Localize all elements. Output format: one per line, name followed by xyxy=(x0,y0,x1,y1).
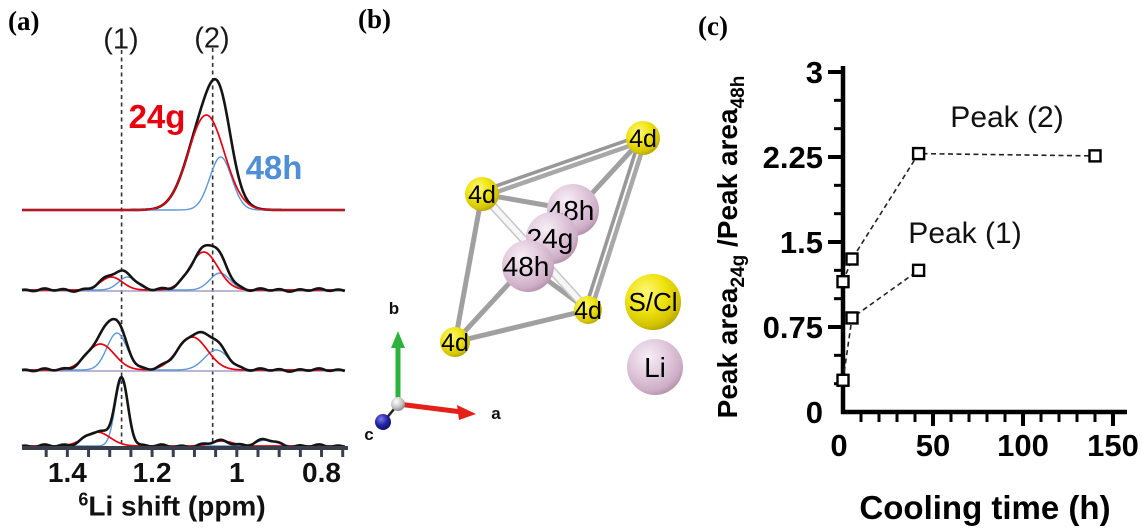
a-x-tick-label: 1 xyxy=(229,457,245,488)
a-x-axis-title-superscript: 6 xyxy=(78,489,89,510)
axis-letter-a: a xyxy=(491,404,501,423)
a-x-tick-label: 0.8 xyxy=(302,457,341,488)
site-24g-curve-trace1 xyxy=(22,251,345,291)
series-label-peak2: Peak (2) xyxy=(950,101,1064,134)
c-y-tick-label: 3 xyxy=(806,55,823,90)
a-x-tick-label: 1.4 xyxy=(48,457,87,488)
li-site-sphere-48h xyxy=(502,240,554,292)
panel-a-nmr-spectra-svg: 1.4 1.2 1 0.8 xyxy=(21,48,348,488)
a-axis-arrow xyxy=(397,401,463,415)
bond xyxy=(583,136,642,310)
c-x-tick-label: 150 xyxy=(1087,428,1139,463)
anion-4d-label: 4d xyxy=(574,297,602,325)
c-x-tick-label: 0 xyxy=(830,428,847,463)
anion-4d-sphere xyxy=(440,327,470,357)
c-y-tick-label: 2.25 xyxy=(763,140,823,175)
panel-label-a: (a) xyxy=(8,6,40,36)
c-y-title-sub-48h: 48h xyxy=(727,75,749,109)
legend-label-li: Li xyxy=(644,352,666,383)
legend-sphere-li xyxy=(627,339,683,395)
data-point-peak1 xyxy=(836,373,850,387)
anion-4d-label: 4d xyxy=(629,125,657,153)
data-point-peak2 xyxy=(845,252,859,266)
total-curve-trace1 xyxy=(21,243,346,293)
legend-sphere-s-cl xyxy=(625,274,681,330)
peak2-marker-label: (2) xyxy=(194,22,230,55)
series-label-peak1: Peak (1) xyxy=(908,217,1022,250)
c-y-title-sub-24g: 24g xyxy=(727,254,749,288)
site-24g-curve-trace0 xyxy=(22,114,345,211)
site-48h-curve-trace3 xyxy=(22,379,345,447)
data-point-peak2 xyxy=(1088,149,1102,163)
li-site-label: 48h xyxy=(503,251,550,282)
axis-letter-b: b xyxy=(389,299,399,318)
peak1-marker-label: (1) xyxy=(103,23,139,56)
c-y-axis-title: Peak area24g /Peak area48h xyxy=(712,76,750,419)
legend-label-s-cl: S/Cl xyxy=(628,287,677,317)
bond xyxy=(588,138,649,312)
c-y-tick-label: 1.5 xyxy=(780,225,823,260)
anion-4d-sphere xyxy=(574,296,602,324)
data-point-peak2 xyxy=(836,274,850,289)
anion-4d-label: 4d xyxy=(441,329,469,357)
c-x-tick-label: 100 xyxy=(997,428,1049,463)
anion-4d-sphere xyxy=(626,121,660,155)
axis-letter-c: c xyxy=(364,425,373,444)
c-y-tick-label: 0 xyxy=(806,395,823,430)
a-x-axis-title: 6Li shift (ppm) xyxy=(78,489,265,522)
data-point-peak1 xyxy=(845,311,859,325)
data-point-peak1 xyxy=(911,263,926,278)
site-24g-label: 24g xyxy=(128,98,186,135)
c-y-tick-label: 0.75 xyxy=(763,310,823,345)
total-curve-trace3 xyxy=(21,375,346,449)
axes-origin-sphere xyxy=(391,397,405,411)
c-x-tick-label: 50 xyxy=(916,428,950,463)
data-point-peak2 xyxy=(911,146,926,161)
site-48h-curve-trace2 xyxy=(22,332,345,371)
b-axis-arrowhead xyxy=(391,331,405,348)
site-24g-curve-trace3 xyxy=(22,431,345,447)
bond xyxy=(482,138,645,199)
series-line-peak2 xyxy=(842,152,1096,282)
anion-4d-sphere xyxy=(465,177,499,211)
series-line-peak1 xyxy=(842,269,920,381)
panel-c-scatter-plot-svg: 0 0.75 1.5 2.25 3 0 50 100 150 xyxy=(763,55,1139,463)
bond xyxy=(480,133,643,193)
total-curve-trace2 xyxy=(21,317,346,373)
a-x-tick-label: 1.2 xyxy=(133,457,172,488)
c-x-axis-title: Cooling time (h) xyxy=(859,489,1111,526)
a-axis-arrowhead xyxy=(457,405,476,420)
bond xyxy=(452,193,485,343)
c-y-title-part2: /Peak area xyxy=(712,108,744,255)
bond xyxy=(454,307,589,345)
site-48h-label: 48h xyxy=(245,149,303,186)
panel-label-b: (b) xyxy=(358,4,391,34)
a-x-axis-title-text: Li shift (ppm) xyxy=(88,490,266,522)
panel-label-c: (c) xyxy=(698,11,728,41)
c-y-title-part1: Peak area xyxy=(712,287,744,419)
c-axis-sphere xyxy=(375,414,391,430)
anion-4d-label: 4d xyxy=(468,181,496,209)
